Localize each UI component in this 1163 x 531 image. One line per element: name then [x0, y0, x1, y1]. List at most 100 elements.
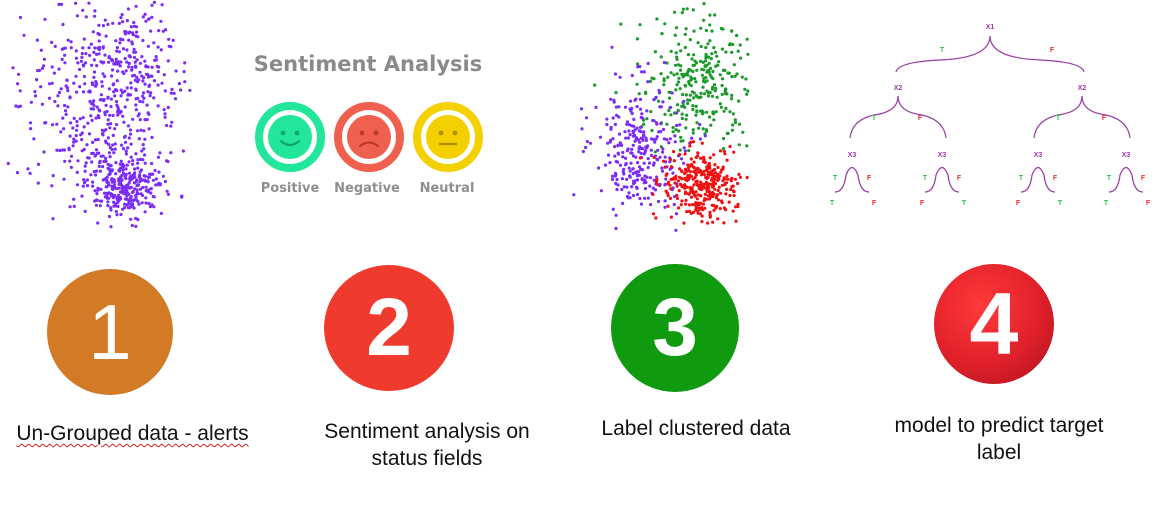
cluster-point-purple — [661, 150, 665, 154]
cluster-point-purple — [635, 105, 639, 109]
cluster-point-green — [720, 92, 724, 96]
scatter-point — [117, 60, 121, 64]
scatter-point — [40, 102, 45, 106]
cluster-point-red — [701, 202, 705, 206]
cluster-point-green — [669, 113, 673, 117]
cluster-point-green — [714, 110, 718, 114]
cluster-point-red — [725, 174, 729, 178]
scatter-point — [134, 88, 138, 92]
cluster-point-red — [715, 175, 719, 179]
cluster-point-red — [685, 185, 689, 189]
cluster-point-green — [709, 57, 713, 61]
cluster-point-green — [690, 90, 694, 94]
cluster-point-green — [683, 105, 687, 109]
scatter-point — [138, 61, 142, 65]
cluster-point-red — [711, 191, 715, 195]
scatter-point — [106, 136, 110, 140]
cluster-point-purple — [631, 131, 635, 135]
scatter-point — [135, 188, 139, 192]
cluster-point-green — [679, 64, 683, 68]
cluster-point-red — [677, 189, 681, 193]
cluster-point-green — [733, 118, 737, 122]
scatter-point — [125, 19, 129, 23]
cluster-point-red — [696, 166, 700, 170]
scatter-point — [111, 143, 115, 147]
cluster-point-red — [700, 206, 704, 210]
scatter-point — [166, 159, 170, 164]
scatter-point — [40, 66, 45, 70]
cluster-point-green — [713, 89, 717, 93]
scatter-point — [60, 57, 64, 62]
cluster-point-red — [745, 175, 749, 180]
scatter-point — [129, 217, 133, 221]
cluster-point-green — [689, 84, 693, 88]
cluster-point-green — [710, 29, 714, 33]
scatter-point — [135, 75, 139, 79]
scatter-point — [71, 144, 75, 148]
cluster-point-green — [745, 144, 749, 148]
scatter-point — [97, 45, 102, 49]
step-3-caption: Label clustered data — [580, 415, 812, 442]
scatter-point — [162, 108, 166, 112]
scatter-point — [65, 78, 69, 82]
negative-label: Negative — [334, 181, 400, 196]
cluster-point-red — [692, 191, 696, 195]
step-2-caption: Sentiment analysis on status fields — [296, 418, 558, 472]
cluster-point-red — [709, 170, 713, 174]
cluster-point-purple — [585, 139, 589, 144]
cluster-point-red — [720, 201, 724, 205]
cluster-point-red — [693, 203, 697, 207]
cluster-point-green — [719, 105, 723, 109]
cluster-point-green — [660, 31, 664, 36]
cluster-point-purple — [594, 105, 598, 109]
tree-node-level3: X3 — [938, 152, 947, 159]
scatter-point — [74, 74, 78, 78]
cluster-point-purple — [682, 146, 686, 150]
scatter-point — [87, 156, 91, 160]
cluster-point-purple — [658, 182, 662, 187]
scatter-point — [97, 52, 101, 56]
cluster-point-green — [678, 148, 682, 152]
cluster-point-red — [696, 151, 700, 155]
negative-face-icon — [334, 102, 404, 172]
cluster-point-red — [729, 187, 733, 192]
scatter-point — [96, 31, 100, 36]
cluster-point-purple — [649, 153, 654, 157]
cluster-point-green — [636, 62, 640, 66]
scatter-point — [109, 105, 113, 109]
scatter-point — [110, 147, 114, 152]
cluster-point-green — [714, 86, 718, 90]
scatter-point — [138, 187, 143, 191]
scatter-point — [124, 167, 128, 171]
cluster-point-red — [662, 159, 666, 163]
scatter-point — [127, 186, 131, 190]
scatter-point — [162, 73, 166, 77]
cluster-point-red — [669, 187, 673, 191]
cluster-point-green — [701, 85, 705, 89]
cluster-point-green — [704, 28, 708, 33]
scatter-point — [84, 15, 88, 19]
scatter-point — [91, 184, 95, 188]
scatter-point — [43, 17, 47, 21]
scatter-point — [83, 180, 87, 184]
scatter-point — [151, 178, 156, 182]
scatter-point — [156, 70, 160, 74]
scatter-point — [93, 14, 97, 18]
cluster-point-red — [702, 199, 706, 203]
scatter-point — [171, 38, 175, 43]
cluster-point-purple — [614, 105, 618, 109]
step-3-caption-line-1: Label clustered data — [601, 417, 791, 440]
scatter-point — [99, 154, 103, 158]
cluster-point-green — [702, 18, 706, 22]
cluster-point-red — [691, 203, 695, 207]
cluster-point-purple — [644, 138, 648, 142]
scatter-point — [123, 105, 127, 109]
scatter-point — [128, 179, 132, 183]
scatter-point — [59, 130, 63, 134]
cluster-point-green — [684, 93, 688, 97]
scatter-point — [119, 212, 123, 217]
cluster-point-green — [650, 128, 654, 133]
cluster-point-purple — [616, 160, 620, 164]
cluster-point-purple — [581, 149, 585, 154]
scatter-point — [98, 161, 102, 165]
